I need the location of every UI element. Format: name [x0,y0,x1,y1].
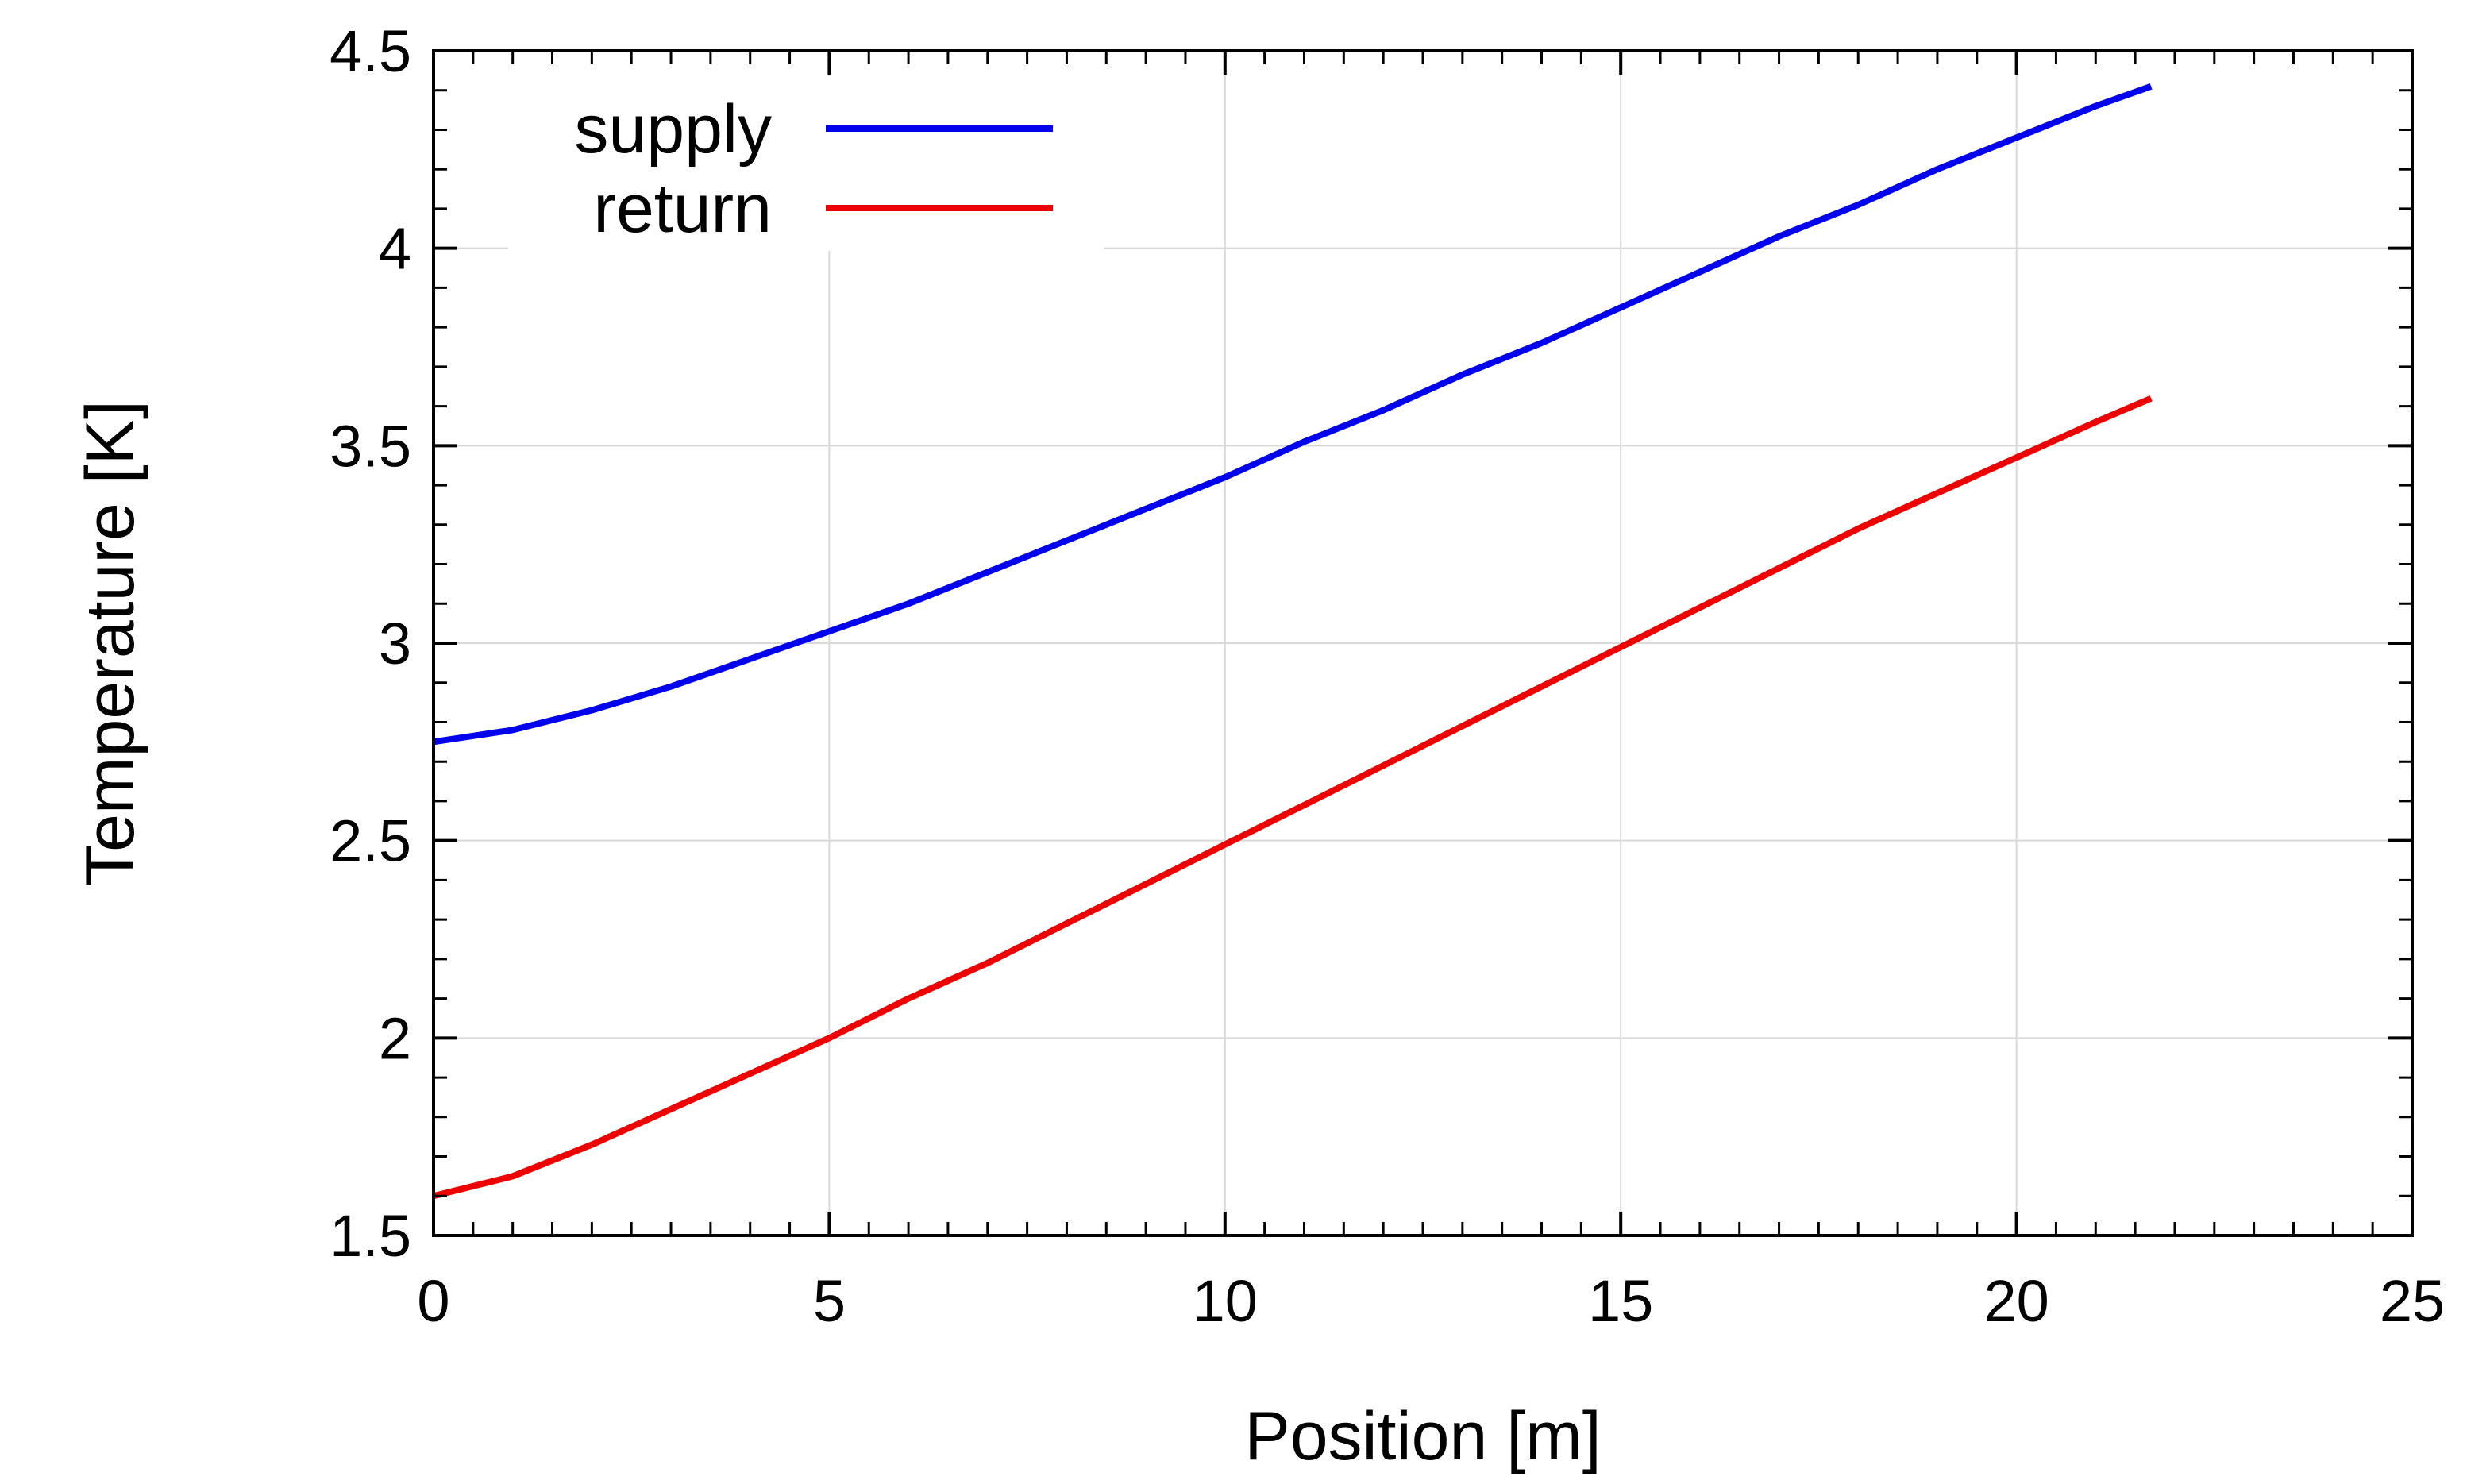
y-axis-title: Temperature [K] [72,400,148,886]
x-tick-label: 25 [2380,1268,2445,1334]
legend-label-supply: supply [574,91,772,168]
x-tick-labels: 0 5 10 15 20 25 [417,1268,2445,1334]
series-line-supply [433,83,2153,746]
y-tick-label: 3.5 [330,413,411,479]
y-tick-label: 4 [379,216,411,282]
y-tick-labels: 1.5 2 2.5 3 3.5 4 4.5 [330,18,411,1269]
series-line-return [433,395,2153,1200]
y-tick-label: 3 [379,611,411,676]
axis-ticks [432,49,2414,1237]
x-tick-label: 0 [417,1268,449,1334]
legend-label-return: return [593,171,772,247]
y-tick-label: 1.5 [330,1203,411,1269]
series-lines [433,83,2153,1200]
legend-background [508,76,1104,251]
x-tick-label: 5 [813,1268,846,1334]
x-axis-title: Position [m] [1244,1398,1601,1474]
y-tick-label: 2.5 [330,808,411,874]
x-tick-label: 10 [1193,1268,1258,1334]
legend: supply return [508,76,1104,251]
x-tick-label: 20 [1983,1268,2049,1334]
y-tick-label: 4.5 [330,18,411,84]
y-tick-label: 2 [379,1005,411,1071]
x-tick-label: 15 [1588,1268,1653,1334]
